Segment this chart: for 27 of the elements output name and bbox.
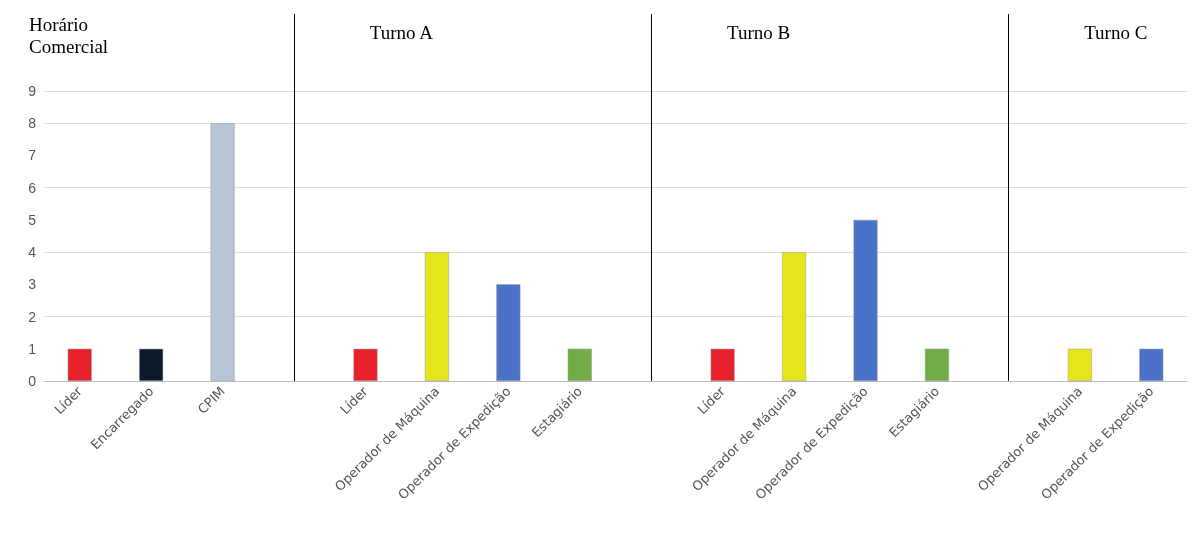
bar: [1067, 348, 1092, 381]
bar: [424, 252, 449, 381]
text: Turno C: [1084, 22, 1148, 44]
bar: [1139, 348, 1164, 381]
bar: [210, 123, 235, 381]
bar: [853, 219, 878, 381]
y-tick-label: 7: [28, 147, 37, 164]
text: Horário Comercial: [29, 14, 110, 58]
y-tick-label: 8: [28, 115, 37, 132]
bar: [353, 348, 378, 381]
y-tick-label: 3: [28, 276, 37, 293]
y-tick-label: 2: [28, 308, 37, 325]
bar: [924, 348, 949, 381]
y-tick-label: 5: [28, 211, 37, 228]
y-tick-label: 6: [28, 179, 37, 196]
y-tick-label: 4: [28, 244, 37, 261]
bar: [567, 348, 592, 381]
bar: [67, 348, 92, 381]
y-tick-label: 1: [28, 340, 37, 357]
text: Turno B: [726, 22, 791, 44]
bar: [710, 348, 735, 381]
text: Turno A: [369, 22, 433, 44]
y-tick-label: 0: [28, 373, 37, 389]
y-tick-label: 9: [28, 83, 37, 99]
bar: [496, 284, 521, 381]
bar: [782, 252, 807, 381]
bar: [139, 348, 164, 381]
